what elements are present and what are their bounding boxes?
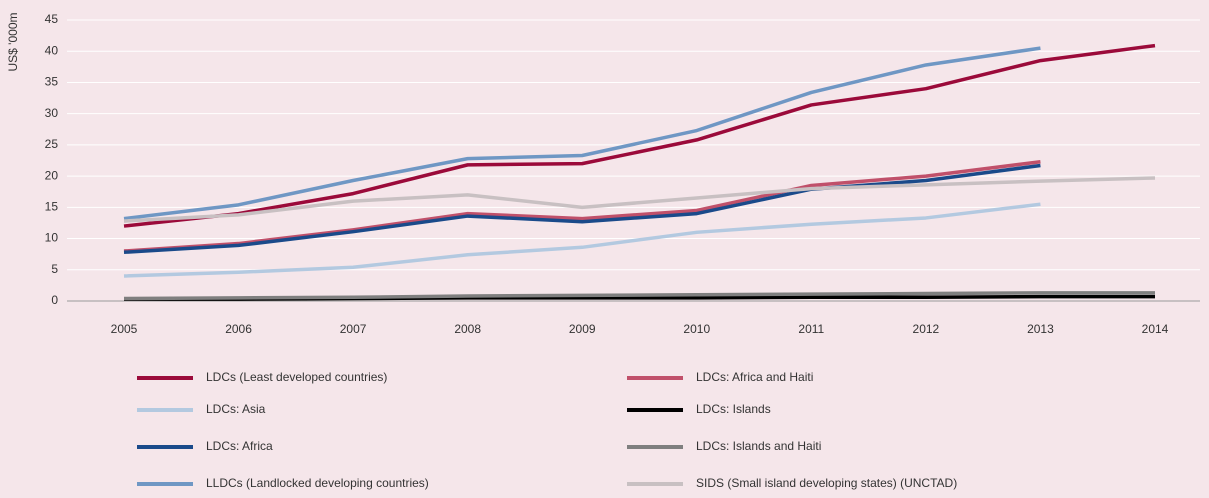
x-tick-label: 2008 [454, 322, 481, 336]
series-line [123, 176, 1156, 223]
y-tick-label: 20 [45, 168, 59, 182]
x-tick-label: 2005 [111, 322, 138, 336]
series-line [123, 291, 1155, 301]
x-tick-label: 2010 [683, 322, 710, 336]
series-line [123, 202, 1041, 278]
series-line [123, 160, 1041, 253]
legend-label: LDCs: Islands [696, 402, 771, 416]
y-tick-label: 5 [51, 262, 58, 276]
series-line [123, 43, 1156, 228]
y-tick-label: 25 [45, 137, 59, 151]
x-tick-label: 2009 [569, 322, 596, 336]
x-tick-label: 2012 [913, 322, 940, 336]
y-tick-label: 10 [45, 231, 59, 245]
legend-label: LDCs: Islands and Haiti [696, 439, 821, 453]
y-tick-label: 45 [45, 12, 59, 26]
legend-label: SIDS (Small island developing states) (U… [696, 476, 957, 490]
y-tick-label: 30 [45, 106, 59, 120]
legend-label: LDCs (Least developed countries) [206, 370, 387, 384]
y-tick-label: 15 [45, 200, 59, 214]
y-tick-label: 40 [45, 43, 59, 57]
series-line [123, 163, 1041, 255]
x-tick-label: 2006 [225, 322, 252, 336]
legend-label: LDCs: Africa [206, 439, 273, 453]
x-tick-label: 2014 [1142, 322, 1169, 336]
legend-label: LDCs: Asia [206, 402, 266, 416]
series-line [123, 46, 1041, 221]
y-axis-label: US$ '000m [6, 13, 20, 72]
y-tick-label: 0 [51, 293, 58, 307]
legend-label: LDCs: Africa and Haiti [696, 370, 813, 384]
legend-label: LLDCs (Landlocked developing countries) [206, 476, 429, 490]
y-tick-label: 35 [45, 75, 59, 89]
x-tick-label: 2011 [798, 322, 824, 336]
x-tick-label: 2013 [1027, 322, 1054, 336]
x-tick-label: 2007 [340, 322, 367, 336]
